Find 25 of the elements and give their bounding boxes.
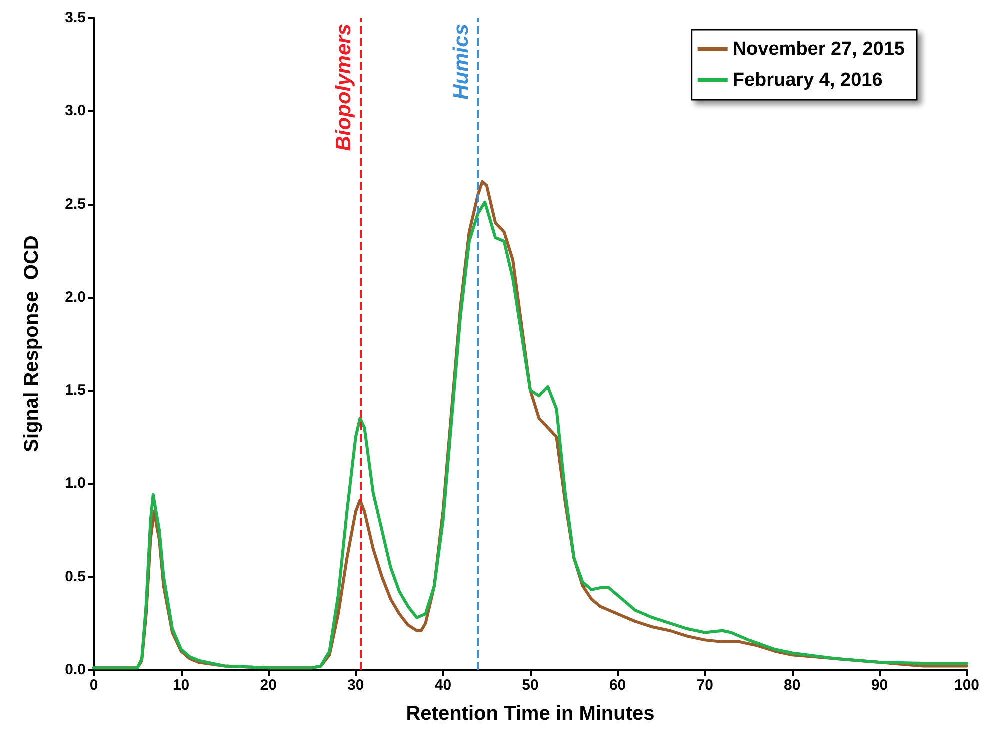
y-tick-label: 0.0	[65, 662, 86, 678]
legend-label: November 27, 2015	[732, 39, 906, 60]
x-tick-label: 80	[784, 677, 801, 694]
x-tick-label: 40	[434, 677, 452, 694]
x-tick-label: 100	[954, 677, 980, 694]
x-tick-label: 90	[871, 677, 888, 694]
ref-line-label: Humics	[450, 24, 474, 100]
y-tick-label: 2.0	[65, 288, 86, 306]
x-tick-label: 70	[696, 677, 714, 694]
x-axis-title: Retention Time in Minutes	[406, 703, 655, 725]
x-tick-label: 20	[260, 677, 277, 694]
y-tick-label: 2.5	[65, 196, 86, 213]
x-tick-label: 30	[348, 677, 364, 694]
ref-line-label: Biopolymers	[332, 24, 356, 152]
y-tick-label: 1.0	[65, 475, 86, 492]
y-tick-label: 3.0	[65, 102, 86, 120]
y-tick-label: 0.5	[65, 568, 86, 586]
y-tick-label: 3.5	[65, 10, 86, 26]
legend-label: February 4, 2016	[732, 70, 883, 91]
x-tick-label: 60	[609, 677, 626, 694]
x-tick-label: 10	[172, 677, 190, 694]
y-tick-label: 1.5	[65, 382, 86, 400]
x-tick-label: 0	[90, 677, 98, 694]
x-tick-label: 50	[522, 677, 539, 694]
y-axis-title: Signal Response OCD	[21, 236, 43, 452]
